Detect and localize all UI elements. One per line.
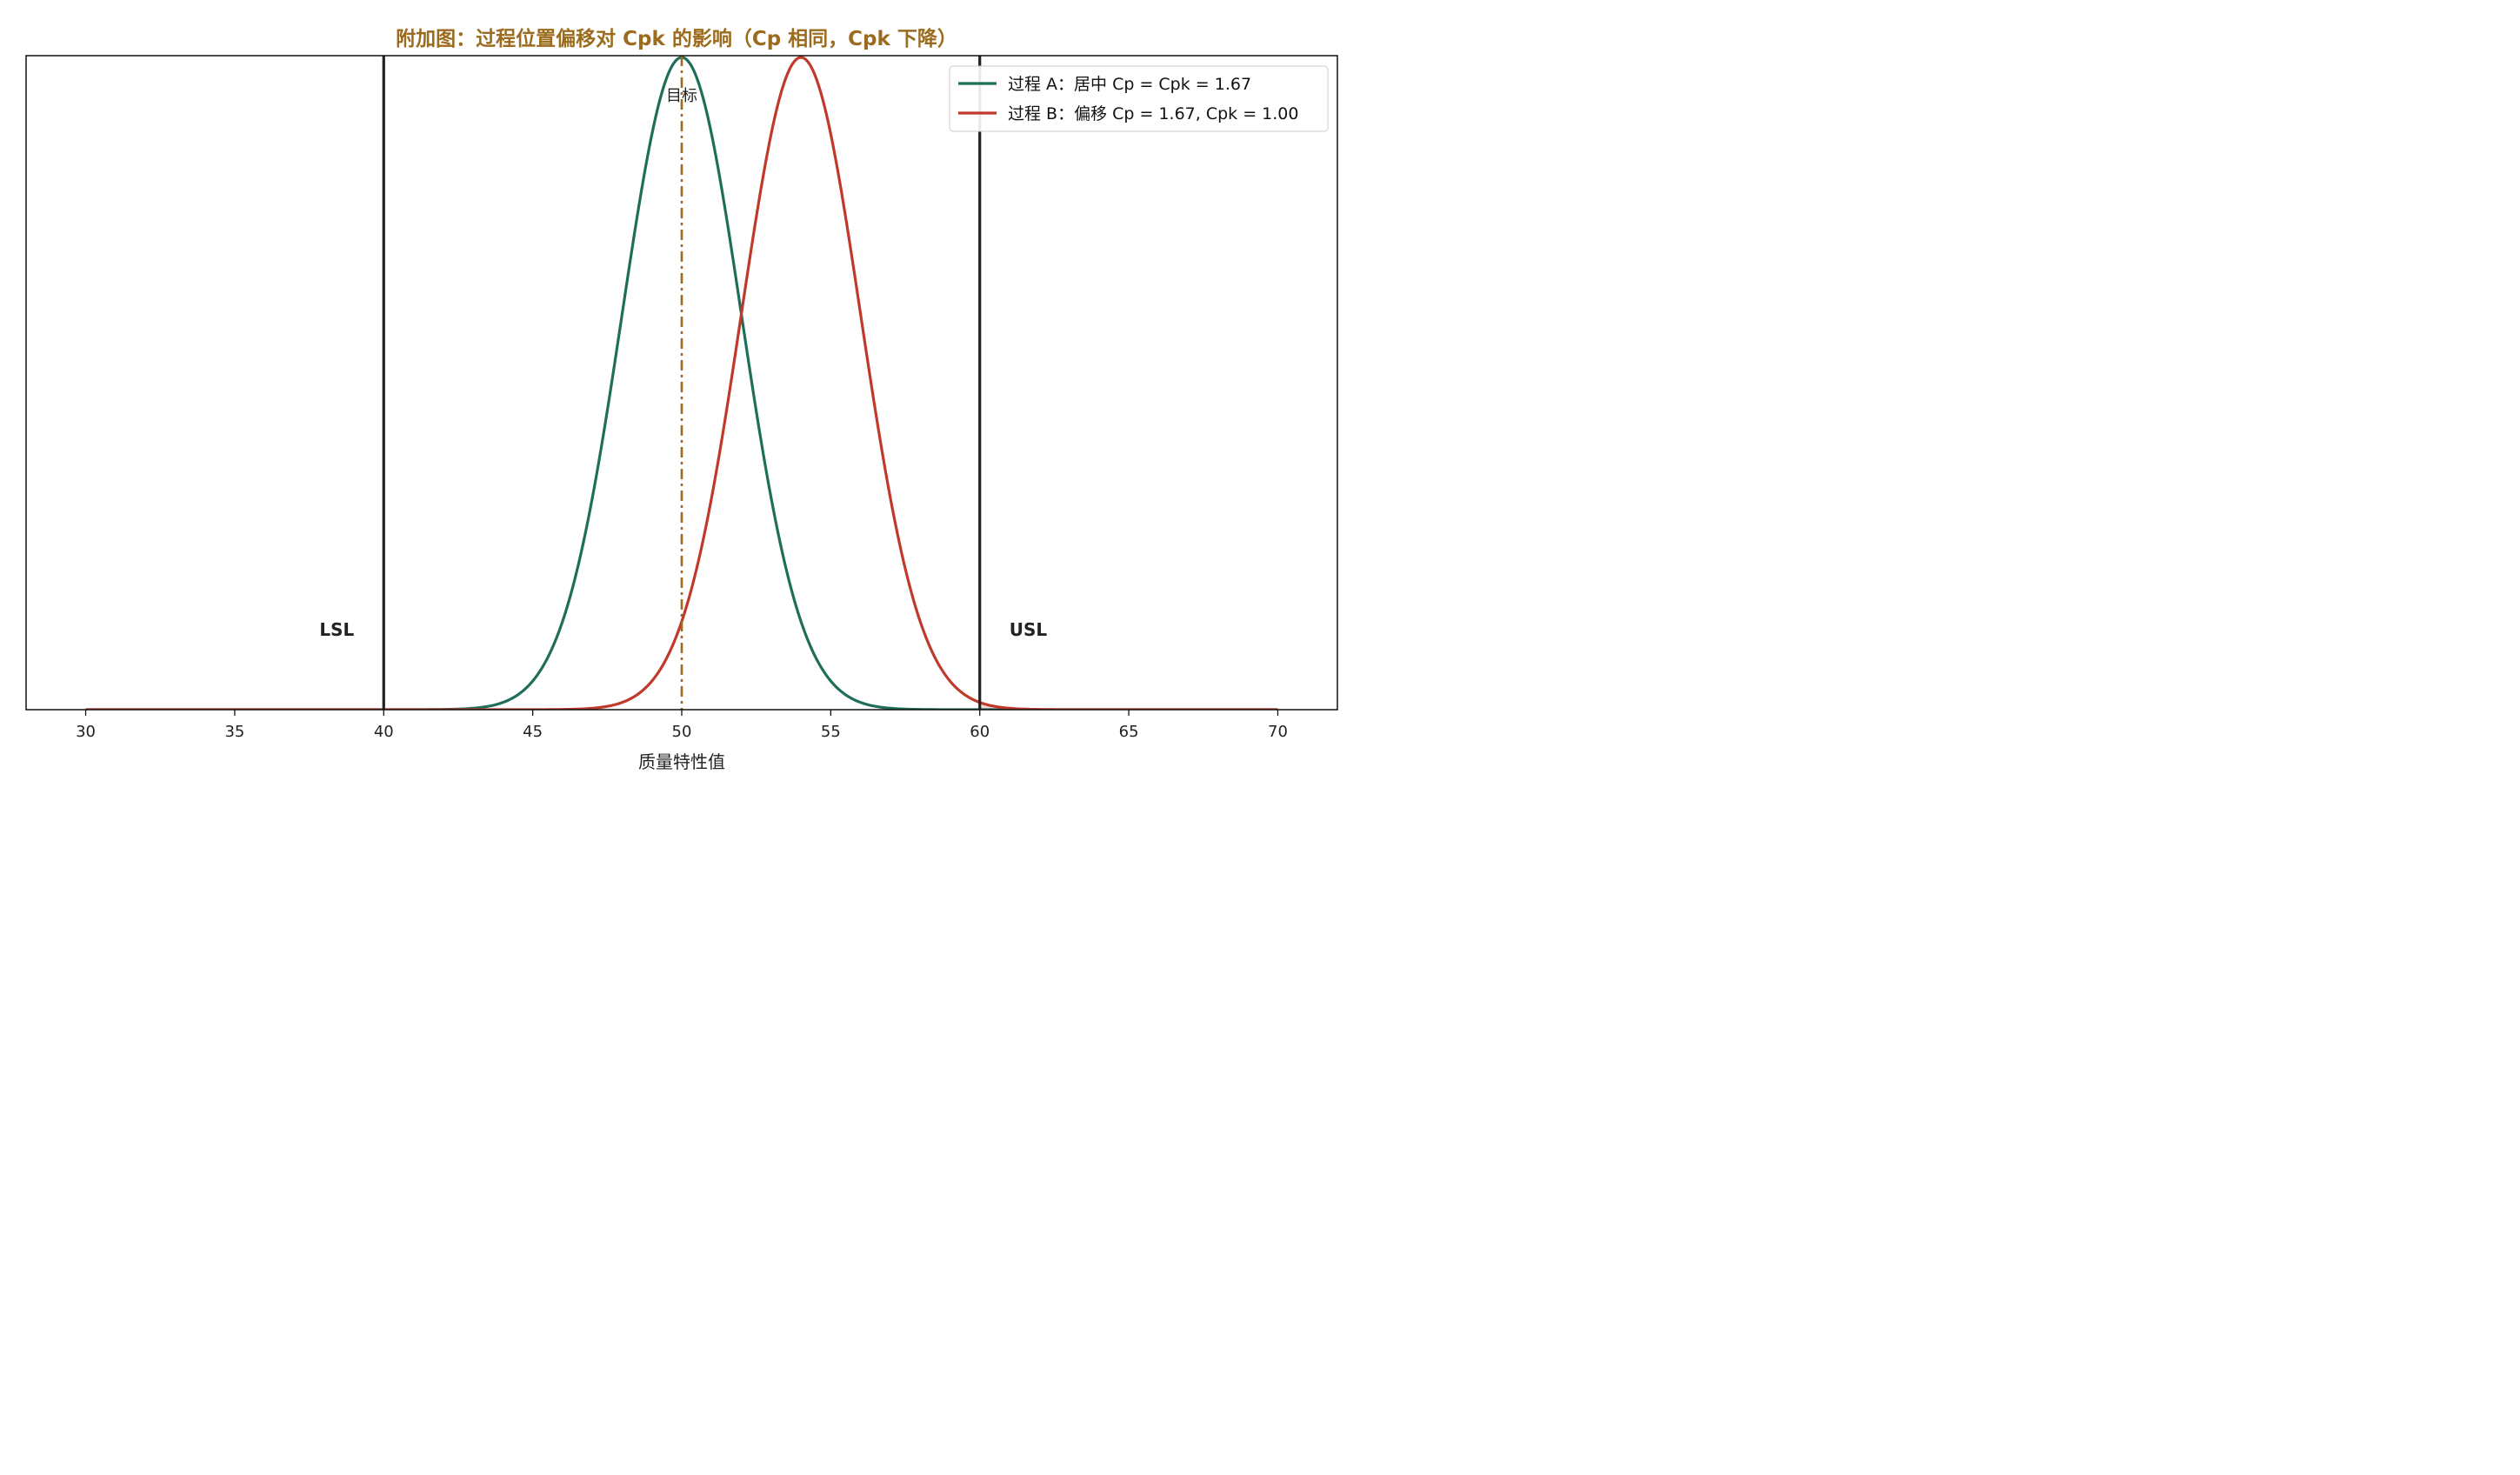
x-axis-label: 质量特性值 [638, 751, 725, 772]
reference-label-0: LSL [319, 619, 354, 640]
x-tick-label-1: 35 [224, 723, 244, 741]
x-tick-label-3: 45 [523, 723, 543, 741]
x-tick-label-0: 30 [76, 723, 96, 741]
reference-label-1: USL [1010, 619, 1048, 640]
legend-label-1: 过程 B：偏移 Cp = 1.67, Cpk = 1.00 [1008, 104, 1298, 123]
x-tick-label-8: 70 [1268, 723, 1288, 741]
x-tick-label-2: 40 [374, 723, 394, 741]
x-tick-label-4: 50 [672, 723, 692, 741]
chart-title: 附加图：过程位置偏移对 Cpk 的影响（Cp 相同，Cpk 下降） [396, 27, 957, 50]
x-tick-label-5: 55 [821, 723, 841, 741]
chart: 附加图：过程位置偏移对 Cpk 的影响（Cp 相同，Cpk 下降） LSL USL… [25, 27, 1338, 772]
legend-box [949, 65, 1329, 132]
x-tick-label-6: 60 [970, 723, 990, 741]
x-tick-label-7: 65 [1119, 723, 1139, 741]
legend-label-0: 过程 A：居中 Cp = Cpk = 1.67 [1008, 75, 1251, 94]
reference-label-2: 目标 [666, 87, 697, 105]
